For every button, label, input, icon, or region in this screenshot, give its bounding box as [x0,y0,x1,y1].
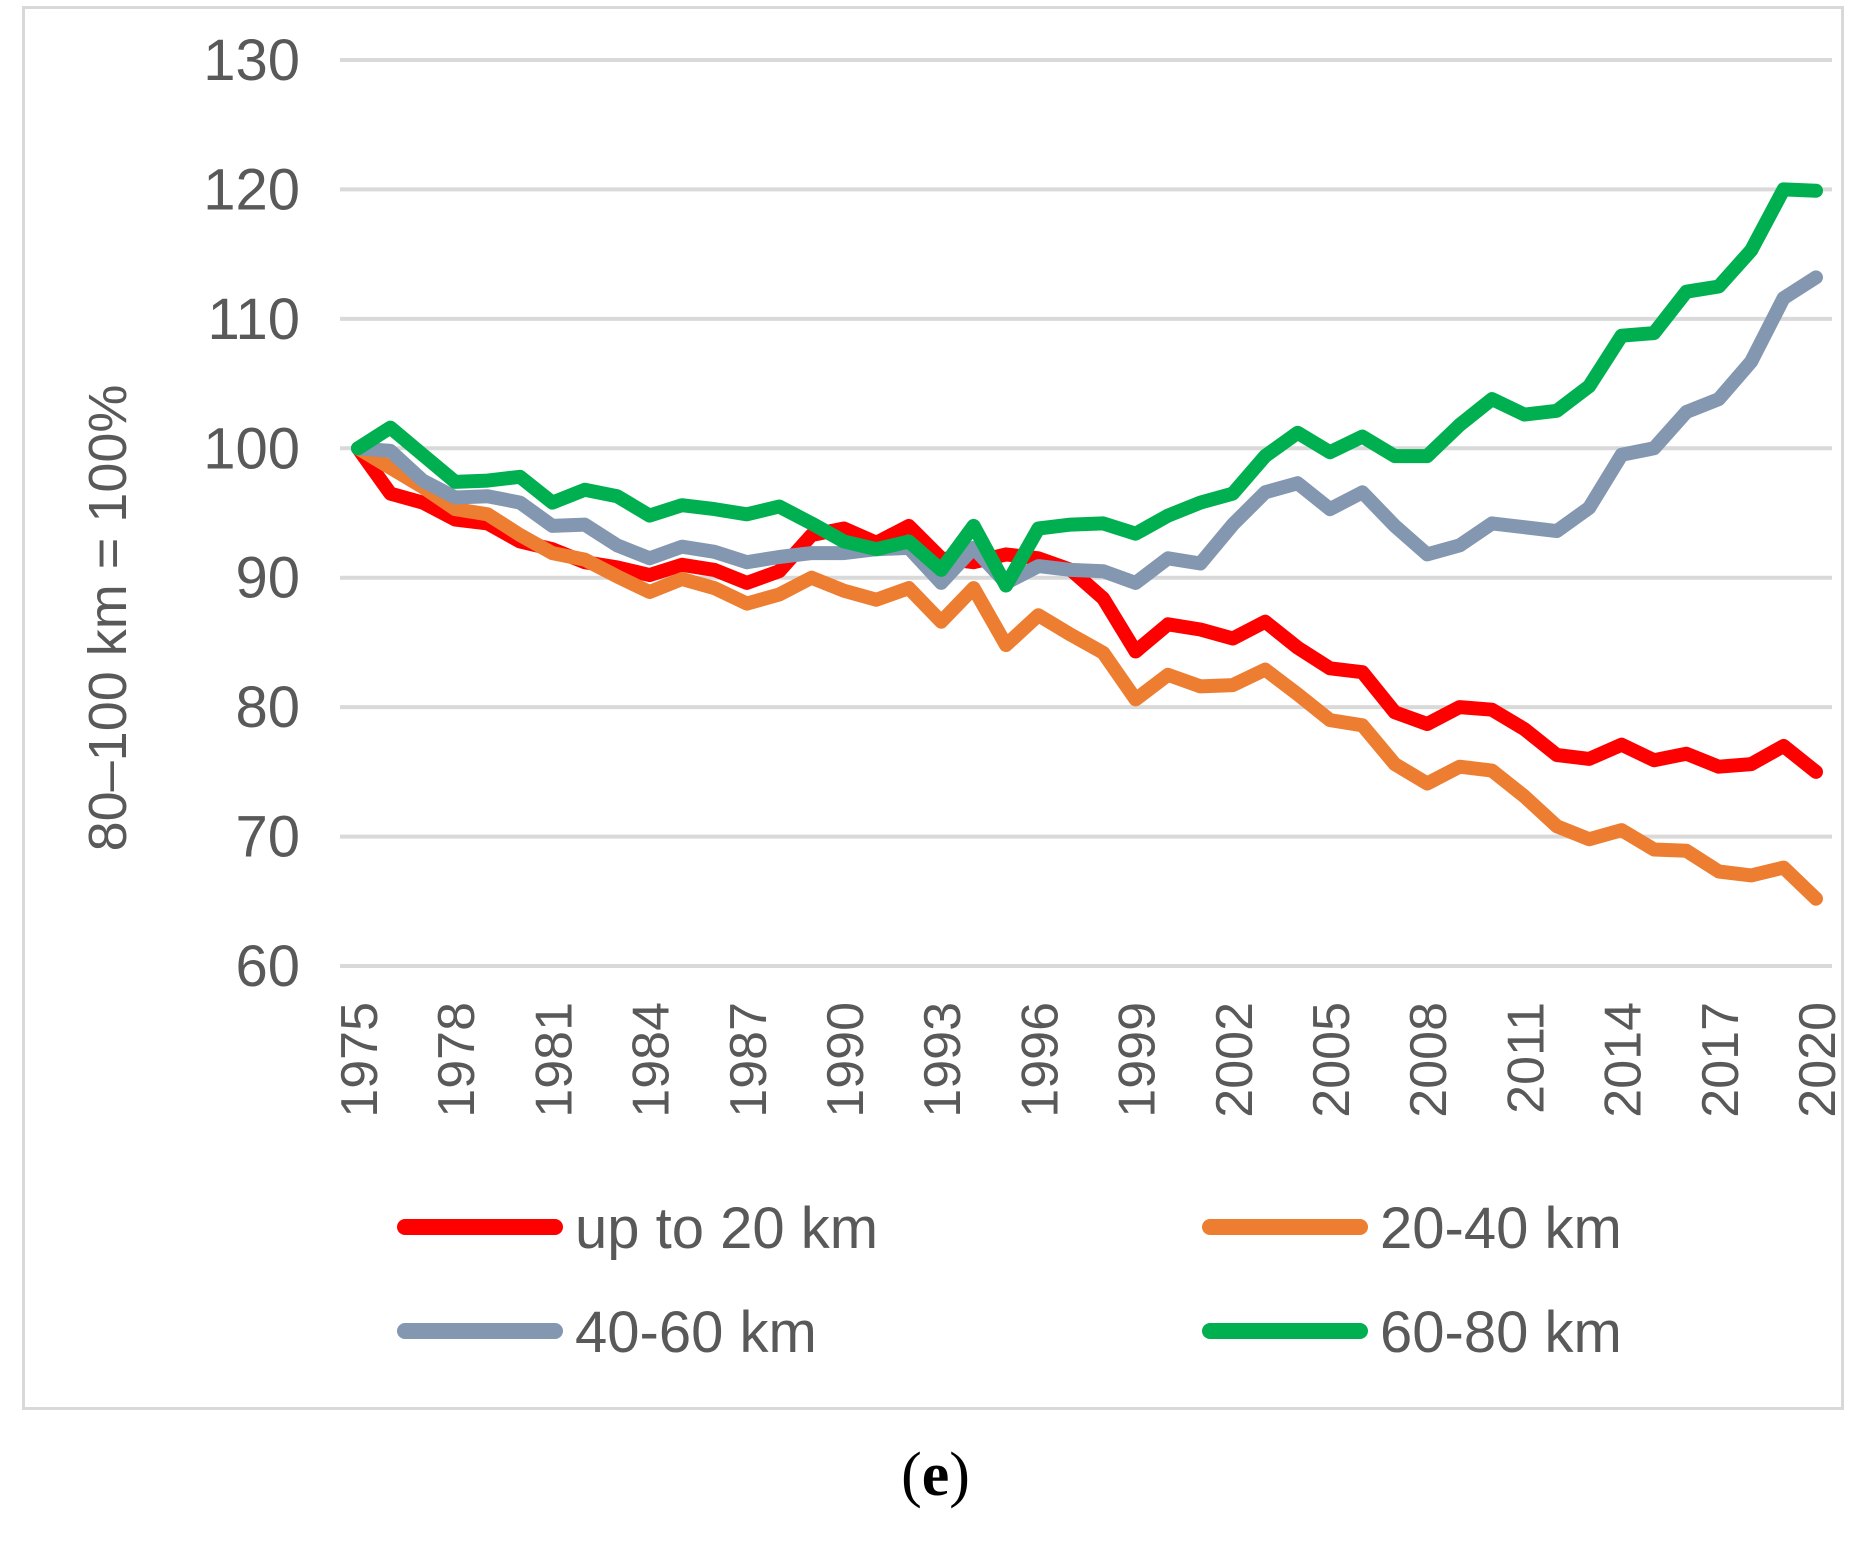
caption-open-paren: ( [901,1441,922,1509]
series-line-60-80-km [351,182,1823,593]
y-tick-label: 80 [235,675,300,740]
y-tick-label: 130 [203,28,300,93]
legend-label: 60-80 km [1380,1300,1622,1365]
x-tick-label: 2011 [1497,1002,1555,1114]
legend: up to 20 km 20-40 km 40-60 km 60-80 km [397,1196,1622,1365]
caption-close-paren: ) [949,1441,970,1509]
x-tick-label: 1978 [428,1002,486,1118]
y-tick-label: 110 [208,287,300,352]
y-tick-label: 120 [203,157,300,222]
series-line-40-60-km [351,270,1823,590]
y-tick-label: 70 [235,805,300,870]
x-tick-label: 1990 [817,1002,875,1118]
x-tick-labels: 1975 1978 1981 1984 1987 1990 1993 1996 1999 2002… [331,1002,1847,1118]
caption-letter: e [921,1441,950,1509]
x-tick-label: 2020 [1789,1002,1847,1118]
x-tick-label: 2002 [1206,1002,1264,1118]
x-tick-label: 1975 [331,1002,389,1118]
series-line-20-40-km [351,441,1823,906]
x-tick-label: 1981 [525,1002,583,1118]
x-tick-label: 1999 [1109,1002,1167,1118]
x-tick-label: 1996 [1011,1002,1069,1118]
x-tick-label: 2014 [1595,1002,1653,1118]
x-tick-label: 2008 [1400,1002,1458,1118]
x-tick-label: 1984 [623,1002,681,1118]
y-tick-labels: 60 70 80 90 100 110 120 130 [203,28,300,999]
y-tick-label: 60 [235,934,300,999]
legend-label: up to 20 km [575,1196,878,1261]
y-axis-label: 80–100 km = 100% [78,385,138,852]
x-tick-label: 2017 [1692,1002,1750,1118]
y-tick-label: 90 [235,546,300,611]
y-tick-label: 100 [203,416,300,481]
x-tick-label: 1987 [720,1002,778,1118]
figure-caption: (e) [0,1440,1871,1511]
x-tick-label: 1993 [914,1002,972,1118]
series-lines [351,182,1823,906]
legend-label: 40-60 km [575,1300,817,1365]
x-tick-label: 2005 [1303,1002,1361,1118]
legend-label: 20-40 km [1380,1196,1622,1261]
